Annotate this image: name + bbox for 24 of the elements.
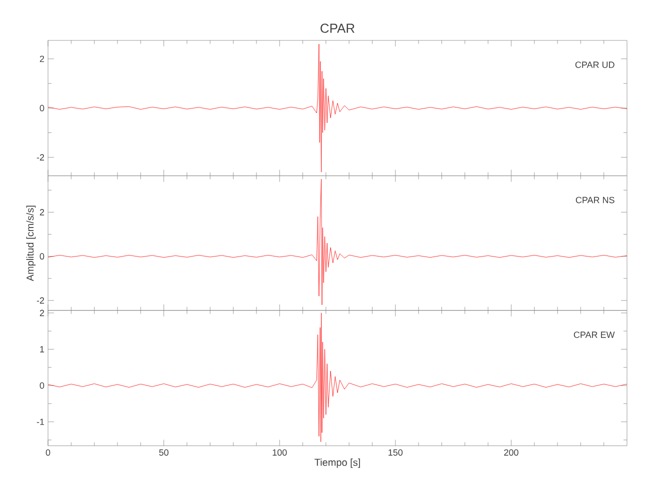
y-tick-label: 0 <box>40 104 44 112</box>
chart-title: CPAR <box>320 24 354 33</box>
x-tick-label: 50 <box>159 449 168 456</box>
y-tick-label: 2 <box>40 56 44 62</box>
y-tick-label: -1 <box>36 418 44 425</box>
y-tick-label: -2 <box>36 154 44 160</box>
annotation: CPAR NS <box>576 196 614 204</box>
annotation: CPAR UD <box>575 62 614 68</box>
line-series <box>48 312 627 442</box>
x-tick-label: 100 <box>272 449 287 456</box>
y-axis-title: Amplitud [cm/s/s] <box>26 206 36 282</box>
annotation: CPAR EW <box>574 332 615 338</box>
x-tick-label: 0 <box>46 449 50 456</box>
y-tick-label: 2 <box>40 209 44 216</box>
y-tick-label: -2 <box>36 297 44 304</box>
y-tick-label: 1 <box>40 346 44 352</box>
x-tick-label: 200 <box>504 449 518 456</box>
y-tick-label: 0 <box>40 382 44 389</box>
line-series <box>48 44 627 172</box>
x-tick-label: 150 <box>388 449 403 456</box>
y-tick-label: 2 <box>40 310 44 316</box>
x-axis-title: Tiempo [s] <box>314 458 360 468</box>
line-series <box>48 178 627 306</box>
y-tick-label: 0 <box>40 253 44 260</box>
